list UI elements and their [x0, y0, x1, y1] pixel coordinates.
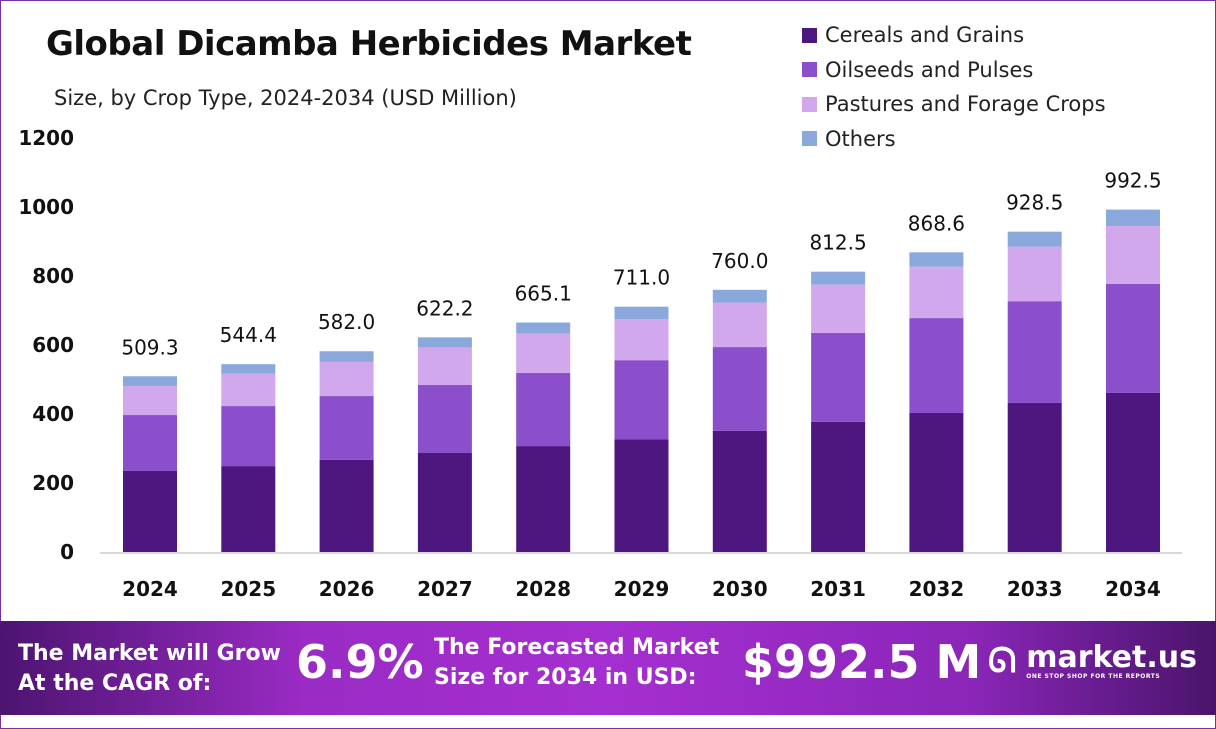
legend-item: Cereals and Grains [802, 18, 1106, 53]
bar-segment [319, 351, 374, 362]
bar-segment [417, 347, 472, 386]
bar-segment [712, 302, 767, 348]
bar-segment [614, 360, 669, 440]
data-label: 812.5 [809, 231, 866, 255]
y-tick-label: 200 [32, 471, 74, 495]
bar-segment [221, 373, 276, 407]
bar-segment [1007, 231, 1062, 247]
bar-segment [123, 415, 177, 471]
bar-segment [516, 333, 571, 373]
stacked-bar-chart: 0 200 400 600 800 1000 1200 509.3 2024 544.4 2025 5… [18, 126, 1182, 601]
legend-swatch [802, 131, 817, 147]
legend-label: Others [825, 126, 896, 151]
data-label: 622.2 [416, 296, 473, 320]
bar-segment [811, 421, 866, 552]
bar-segment [909, 266, 964, 319]
bar-segment [516, 372, 571, 447]
bar-segment [221, 364, 276, 374]
x-tick-label: 2025 [220, 577, 276, 601]
x-tick-label: 2029 [614, 577, 670, 601]
y-tick-label: 400 [32, 402, 74, 426]
x-tick-label: 2034 [1105, 577, 1161, 601]
bar-segment [909, 318, 964, 413]
x-tick-label: 2032 [909, 577, 965, 601]
bar-segment [417, 452, 472, 552]
legend-item: Oilseeds and Pulses [802, 53, 1106, 88]
bar-segment [811, 332, 866, 422]
bar-segment [1106, 209, 1160, 226]
bar-segment [319, 459, 374, 552]
bar-segment [1106, 392, 1160, 552]
bar-segment [1007, 301, 1062, 403]
x-tick-label: 2030 [712, 577, 768, 601]
bar-segment [909, 252, 964, 267]
bar-segment [123, 386, 177, 416]
legend-label: Oilseeds and Pulses [825, 57, 1034, 82]
y-tick-label: 600 [32, 333, 74, 357]
bar-segment [712, 430, 767, 552]
x-tick-label: 2026 [319, 577, 375, 601]
x-tick-label: 2031 [810, 577, 866, 601]
bar-segment [712, 289, 767, 303]
summary-banner: The Market will Grow At the CAGR of: 6.9… [0, 621, 1216, 715]
bar-segment [811, 271, 866, 285]
data-label: 760.0 [711, 249, 768, 273]
data-label: 582.0 [318, 310, 375, 334]
bar-segment [614, 439, 669, 552]
data-label: 544.4 [220, 323, 277, 347]
bar-segment [417, 385, 472, 453]
bar-segment [319, 361, 374, 397]
bar-segment [811, 284, 866, 333]
y-tick-label: 1200 [18, 126, 74, 150]
forecast-label: The Forecasted Market Size for 2034 in U… [434, 635, 720, 690]
x-tick-label: 2027 [417, 577, 473, 601]
chart-subtitle: Size, by Crop Type, 2024-2034 (USD Milli… [54, 86, 517, 110]
y-tick-label: 1000 [18, 195, 74, 219]
legend-item: Pastures and Forage Crops [802, 87, 1106, 122]
data-label: 665.1 [515, 282, 572, 306]
legend-label: Cereals and Grains [825, 23, 1025, 48]
chart-title: Global Dicamba Herbicides Market [46, 24, 692, 64]
logo-name: market.us [1026, 639, 1197, 675]
forecast-value: $992.5 M [742, 635, 982, 689]
bar-segment [1106, 283, 1160, 393]
bar-segment [614, 319, 669, 361]
bar-segment [909, 412, 964, 552]
bar-segment [417, 337, 472, 348]
cagr-label: The Market will Grow At the CAGR of: [18, 641, 281, 696]
y-tick-label: 800 [32, 264, 74, 288]
legend-swatch [802, 62, 817, 78]
legend-swatch [802, 96, 817, 112]
market-us-logo: ᘏ market.us ONE STOP SHOP FOR THE REPORT… [988, 641, 1197, 681]
legend-label: Pastures and Forage Crops [825, 92, 1106, 117]
bar-segment [123, 376, 177, 387]
logo-icon: ᘏ [988, 641, 1017, 681]
bar-segment [319, 396, 374, 460]
data-label: 992.5 [1104, 169, 1161, 193]
data-label: 509.3 [121, 335, 178, 359]
x-tick-label: 2024 [122, 577, 178, 601]
y-tick-label: 0 [60, 540, 74, 564]
legend-item: Others [802, 122, 1106, 157]
data-label: 868.6 [908, 211, 965, 235]
bar-segment [221, 406, 276, 467]
bar-segment [516, 322, 571, 334]
x-tick-label: 2028 [515, 577, 571, 601]
bar-segment [1007, 246, 1062, 302]
bar-segment [712, 347, 767, 431]
bar-segment [516, 446, 571, 552]
data-label: 711.0 [613, 266, 670, 290]
cagr-value: 6.9% [296, 635, 424, 689]
legend-swatch [802, 27, 817, 43]
x-tick-label: 2033 [1007, 577, 1063, 601]
data-label: 928.5 [1006, 191, 1063, 215]
legend: Cereals and Grains Oilseeds and Pulses Pas… [802, 18, 1106, 156]
bar-segment [221, 466, 276, 552]
bar-segment [123, 470, 177, 552]
logo-tagline: ONE STOP SHOP FOR THE REPORTS [1026, 672, 1161, 680]
bar-segment [1106, 225, 1160, 284]
bar-segment [614, 306, 669, 320]
bar-segment [1007, 402, 1062, 552]
